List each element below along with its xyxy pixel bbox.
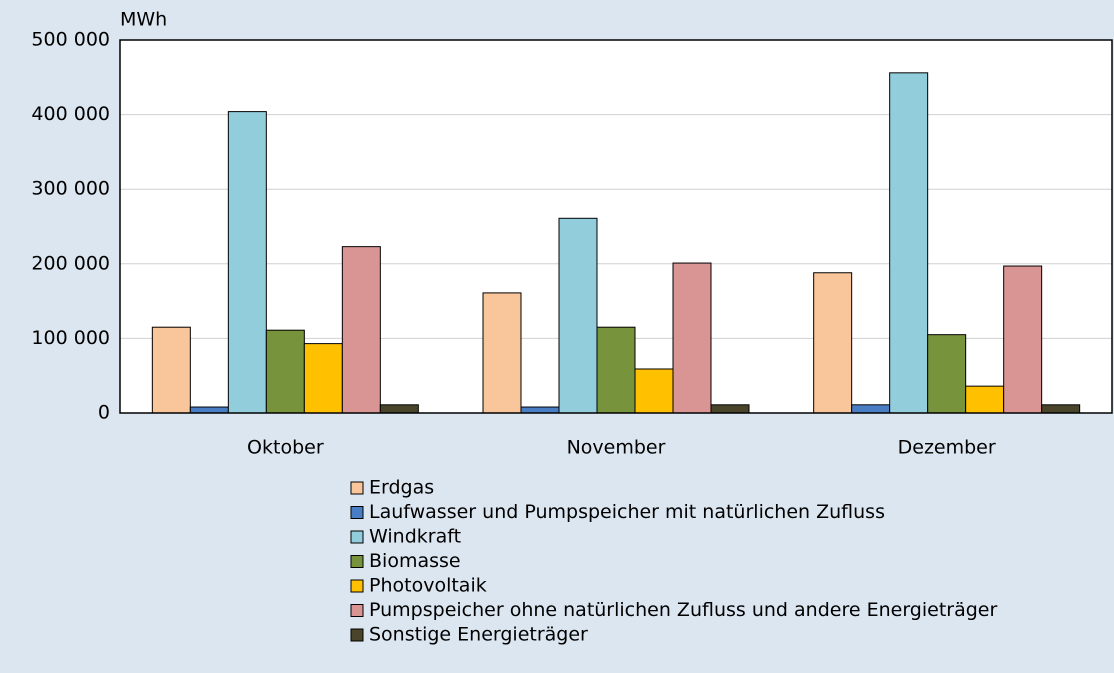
legend-swatch (350, 506, 364, 519)
legend-swatch (350, 604, 364, 617)
bar (1041, 404, 1081, 414)
bar (813, 272, 853, 414)
x-tick-label: Oktober (247, 437, 324, 459)
bar (265, 329, 305, 414)
legend-swatch (350, 628, 364, 642)
x-tick-label: November (567, 437, 666, 459)
bar (520, 406, 560, 414)
bar (482, 292, 522, 414)
legend-swatch (350, 530, 364, 544)
bar (379, 404, 419, 414)
legend-label: Pumpspeicher ohne natürlichen Zufluss un… (369, 599, 997, 621)
bar (189, 406, 229, 414)
bar (889, 72, 929, 414)
bar (851, 404, 891, 414)
legend-swatch (350, 481, 364, 495)
y-tick-label: 0 (98, 402, 110, 424)
bar (341, 246, 381, 414)
legend-label: Laufwasser und Pumpspeicher mit natürlic… (369, 501, 885, 523)
legend-swatch (350, 579, 364, 593)
y-tick-label: 400 000 (31, 103, 110, 125)
legend-swatch (350, 555, 364, 568)
bar (965, 385, 1005, 414)
bar (672, 262, 712, 414)
bar (227, 111, 267, 414)
y-tick-label: 200 000 (31, 252, 110, 274)
y-tick-label: 100 000 (31, 327, 110, 349)
bar (927, 334, 967, 414)
bar (596, 326, 636, 414)
legend-label: Sonstige Energieträger (369, 624, 588, 646)
bar (151, 326, 191, 414)
y-tick-label: 300 000 (31, 178, 110, 200)
bar (303, 343, 343, 414)
plot-border (119, 39, 1113, 414)
legend-label: Photovoltaik (369, 575, 487, 597)
legend-label: Windkraft (369, 526, 461, 548)
bar (558, 217, 598, 414)
bar (634, 368, 674, 414)
legend-label: Biomasse (369, 550, 461, 572)
legend-label: Erdgas (369, 477, 434, 499)
x-tick-label: Dezember (898, 437, 996, 459)
y-tick-label: 500 000 (31, 29, 110, 51)
bar (1003, 265, 1043, 414)
bar (710, 404, 750, 414)
y-axis-unit: MWh (120, 9, 167, 31)
